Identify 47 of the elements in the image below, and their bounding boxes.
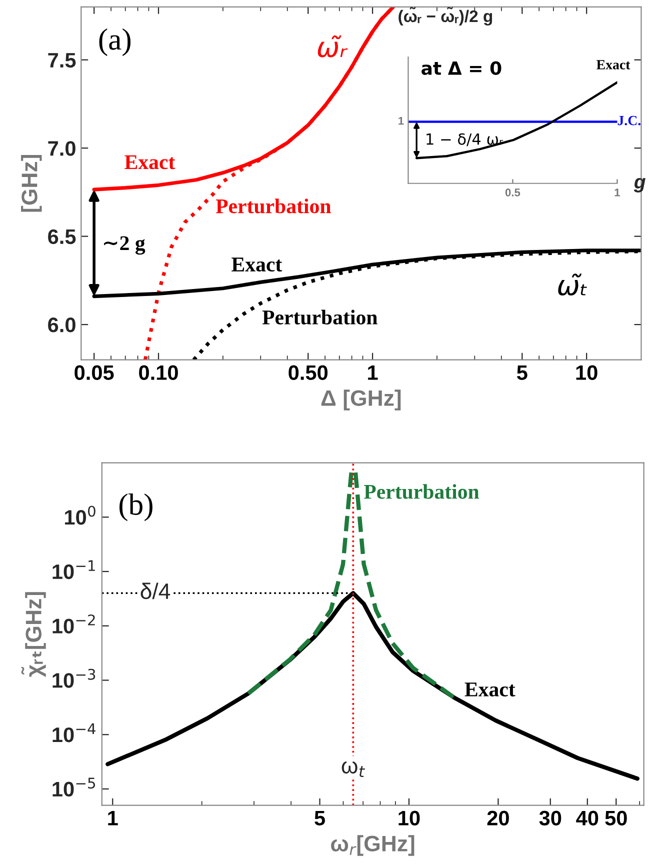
annotation: ω̃ₜ [558, 274, 587, 296]
x-tick-label: 1 [368, 365, 378, 380]
x-axis-title: g [634, 178, 646, 192]
annotation: (b) [119, 493, 152, 522]
y-tick-label: 10$^{−2}$ [52, 614, 95, 634]
ref-line-label: ω$_{t}$ [342, 761, 366, 777]
x-tick-label: 0.5 [505, 188, 520, 196]
y-tick-label: 10$^{−4}$ [52, 723, 96, 742]
y-axis-title: χ̃ᵣₜ[GHz] [21, 592, 46, 678]
annotation: (a) [99, 28, 130, 56]
ref-line-label: δ/4 [140, 582, 170, 600]
annotation: ω̃ᵣ [318, 35, 348, 58]
annotation: Exact [124, 155, 176, 170]
annotation: at Δ = 0 [422, 61, 502, 75]
annotation: Perturbation [216, 198, 331, 214]
y-tick-label: 10$^{0}$ [65, 506, 96, 525]
annotation: J.C. [618, 116, 641, 126]
y-axis-title: [GHz] [21, 155, 42, 212]
chart-title: (ω̃ᵣ − ω̃ᵣ)/2 g [398, 7, 492, 26]
annotation: Perturbation [262, 310, 378, 325]
annotation: ∼2 g [104, 236, 146, 255]
x-tick-label: 0.50 [288, 365, 328, 380]
y-tick-label: 6.5 [48, 229, 76, 244]
x-axis-title: Δ [GHz] [321, 390, 401, 410]
x-tick-label: 10 [576, 365, 598, 380]
annotation: Exact [464, 682, 516, 696]
x-tick-label: 5 [516, 365, 528, 380]
annotation: 1 [398, 116, 404, 125]
x-axis-title: ω$_{r}$[GHz] [331, 835, 414, 856]
x-tick-label: 20 [487, 810, 509, 826]
y-tick-label: 7.0 [48, 141, 76, 156]
x-tick-label: 1 [108, 810, 118, 826]
annotation: Exact [232, 258, 282, 272]
x-tick-label: 0.05 [74, 365, 114, 380]
annotation: Exact [596, 60, 630, 70]
y-tick-label: 10$^{−3}$ [52, 668, 96, 688]
y-tick-label: 7.5 [48, 53, 76, 68]
y-tick-label: 6.0 [48, 318, 76, 332]
x-tick-label: 50 [605, 810, 627, 826]
x-tick-label: 10 [398, 810, 420, 826]
y-tick-label: 10$^{−5}$ [52, 778, 96, 797]
y-tick-label: 10$^{−1}$ [52, 560, 95, 580]
x-tick-label: 0.10 [139, 365, 178, 380]
annotation: Perturbation [364, 484, 480, 499]
x-tick-label: 40 [576, 810, 598, 826]
x-tick-label: 5 [314, 810, 325, 826]
x-tick-label: 30 [539, 810, 562, 826]
